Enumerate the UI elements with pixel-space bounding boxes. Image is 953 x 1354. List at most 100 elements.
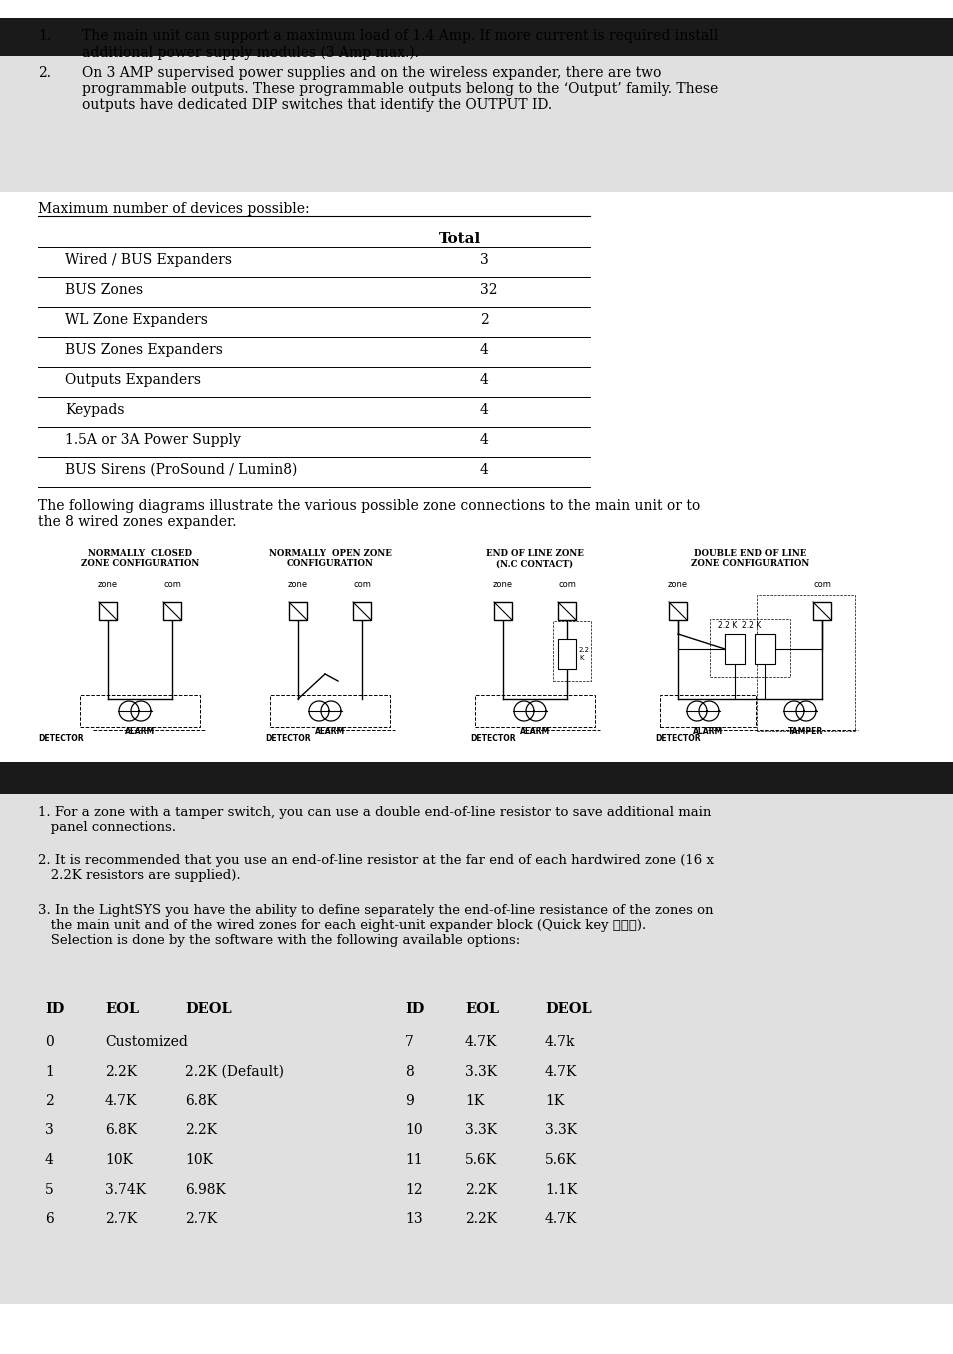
Bar: [353, 603, 371, 620]
Text: DETECTOR: DETECTOR: [265, 734, 311, 743]
Text: 2.: 2.: [38, 66, 51, 80]
Text: Maximum number of devices possible:: Maximum number of devices possible:: [38, 202, 310, 217]
Text: Outputs Expanders: Outputs Expanders: [65, 372, 201, 387]
Text: 10: 10: [405, 1124, 422, 1137]
Bar: [757, 594, 854, 731]
Text: 32: 32: [479, 283, 497, 297]
Text: The main unit can support a maximum load of 1.4 Amp. If more current is required: The main unit can support a maximum load…: [82, 28, 718, 60]
Bar: [558, 639, 576, 669]
Text: 3.74K: 3.74K: [105, 1182, 146, 1197]
Text: WL Zone Expanders: WL Zone Expanders: [65, 313, 208, 328]
Text: 4: 4: [479, 372, 488, 387]
Text: DETECTOR: DETECTOR: [470, 734, 515, 743]
Bar: [163, 603, 181, 620]
Text: 5.6K: 5.6K: [544, 1154, 577, 1167]
Bar: [0, 56, 953, 192]
Text: 12: 12: [405, 1182, 422, 1197]
Bar: [0, 18, 953, 56]
Text: 1K: 1K: [464, 1094, 484, 1108]
Text: 1.: 1.: [38, 28, 51, 43]
Text: 2.7K: 2.7K: [105, 1212, 137, 1225]
Text: DETECTOR: DETECTOR: [655, 734, 700, 743]
Text: ALARM: ALARM: [519, 727, 550, 737]
Text: The following diagrams illustrate the various possible zone connections to the m: The following diagrams illustrate the va…: [38, 500, 700, 529]
Text: ALARM: ALARM: [125, 727, 155, 737]
Bar: [724, 634, 744, 663]
Bar: [709, 619, 789, 677]
Text: 4: 4: [45, 1154, 53, 1167]
Text: 2: 2: [479, 313, 488, 328]
Bar: [494, 603, 512, 620]
Text: 2.2K: 2.2K: [464, 1212, 497, 1225]
Bar: [558, 603, 576, 620]
Text: 0: 0: [45, 1034, 53, 1049]
Bar: [659, 695, 755, 727]
Bar: [754, 634, 774, 663]
Text: 4.7k: 4.7k: [544, 1034, 575, 1049]
Text: DEOL: DEOL: [185, 1002, 232, 1016]
Bar: [475, 695, 595, 727]
Bar: [553, 621, 590, 681]
Text: 7: 7: [405, 1034, 414, 1049]
Bar: [0, 762, 953, 793]
Text: BUS Zones: BUS Zones: [65, 283, 143, 297]
Text: Keypads: Keypads: [65, 403, 125, 417]
Bar: [289, 603, 307, 620]
Text: 3: 3: [479, 253, 488, 267]
Text: 5.6K: 5.6K: [464, 1154, 497, 1167]
Text: 3.3K: 3.3K: [464, 1124, 497, 1137]
Text: 3.3K: 3.3K: [544, 1124, 577, 1137]
Text: 10K: 10K: [185, 1154, 213, 1167]
Text: ALARM: ALARM: [692, 727, 722, 737]
Text: 3.3K: 3.3K: [464, 1064, 497, 1079]
Text: END OF LINE ZONE
(N.C CONTACT): END OF LINE ZONE (N.C CONTACT): [485, 548, 583, 569]
Text: 2. It is recommended that you use an end-of-line resistor at the far end of each: 2. It is recommended that you use an end…: [38, 854, 713, 881]
Text: com: com: [353, 580, 371, 589]
Bar: [812, 603, 830, 620]
Text: EOL: EOL: [464, 1002, 498, 1016]
Text: 4: 4: [479, 463, 488, 477]
Text: Customized: Customized: [105, 1034, 188, 1049]
Bar: [270, 695, 390, 727]
Text: 5: 5: [45, 1182, 53, 1197]
Text: com: com: [812, 580, 830, 589]
Text: zone: zone: [667, 580, 687, 589]
Text: 4: 4: [479, 433, 488, 447]
Text: 1.1K: 1.1K: [544, 1182, 577, 1197]
Text: zone: zone: [98, 580, 118, 589]
Text: 2.2K: 2.2K: [185, 1124, 217, 1137]
Text: ALARM: ALARM: [314, 727, 345, 737]
Text: 1: 1: [45, 1064, 53, 1079]
Text: 4: 4: [479, 343, 488, 357]
Text: DETECTOR: DETECTOR: [38, 734, 84, 743]
Text: 6.8K: 6.8K: [105, 1124, 137, 1137]
Text: 6.8K: 6.8K: [185, 1094, 217, 1108]
Text: DEOL: DEOL: [544, 1002, 591, 1016]
Text: 2.2
K: 2.2 K: [578, 647, 589, 661]
Text: com: com: [163, 580, 181, 589]
Text: zone: zone: [288, 580, 308, 589]
Text: Wired / BUS Expanders: Wired / BUS Expanders: [65, 253, 232, 267]
Text: ID: ID: [45, 1002, 64, 1016]
Text: 1. For a zone with a tamper switch, you can use a double end-of-line resistor to: 1. For a zone with a tamper switch, you …: [38, 806, 711, 834]
Bar: [99, 603, 117, 620]
Text: BUS Zones Expanders: BUS Zones Expanders: [65, 343, 223, 357]
Text: On 3 AMP supervised power supplies and on the wireless expander, there are two
p: On 3 AMP supervised power supplies and o…: [82, 66, 718, 112]
Text: 1.5A or 3A Power Supply: 1.5A or 3A Power Supply: [65, 433, 240, 447]
Text: 2.7K: 2.7K: [185, 1212, 217, 1225]
Text: com: com: [558, 580, 576, 589]
Text: 10K: 10K: [105, 1154, 132, 1167]
Text: 2: 2: [45, 1094, 53, 1108]
Text: 8: 8: [405, 1064, 414, 1079]
Text: 3: 3: [45, 1124, 53, 1137]
Text: 4.7K: 4.7K: [544, 1064, 577, 1079]
Text: 4.7K: 4.7K: [544, 1212, 577, 1225]
Text: 6.98K: 6.98K: [185, 1182, 226, 1197]
Text: ID: ID: [405, 1002, 424, 1016]
Text: 4.7K: 4.7K: [105, 1094, 137, 1108]
Text: Total: Total: [438, 232, 480, 246]
Text: 6: 6: [45, 1212, 53, 1225]
Text: 11: 11: [405, 1154, 422, 1167]
Text: DOUBLE END OF LINE
ZONE CONFIGURATION: DOUBLE END OF LINE ZONE CONFIGURATION: [690, 548, 808, 569]
Text: 2.2K (Default): 2.2K (Default): [185, 1064, 284, 1079]
